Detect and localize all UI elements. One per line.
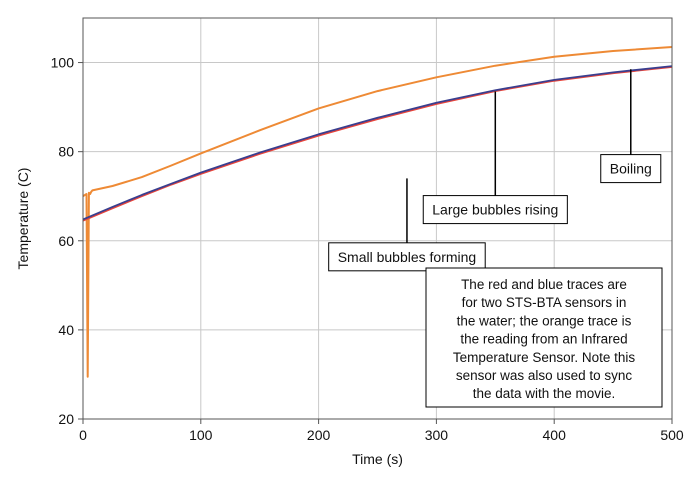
series-line-orange (82, 46, 673, 378)
annotation-large: Large bubbles rising (422, 91, 568, 225)
x-tick-label: 100 (189, 427, 213, 443)
y-tick-label: 40 (58, 322, 74, 338)
annotation-box (600, 154, 662, 184)
series-line-blue (82, 65, 673, 221)
annotation-label: Small bubbles forming (338, 249, 477, 265)
annotation-box (328, 242, 486, 272)
y-tick-label: 20 (58, 411, 74, 427)
y-tick-label: 60 (58, 233, 74, 249)
annotation-boiling: Boiling (600, 69, 662, 184)
note-line: Temperature Sensor. Note this (453, 350, 636, 365)
x-tick-label: 400 (543, 427, 567, 443)
note-line: the water; the orange trace is (457, 313, 632, 328)
y-axis-title: Temperature (C) (15, 168, 31, 270)
note-box: The red and blue traces are for two STS-B… (425, 267, 663, 408)
series-layer (82, 46, 673, 378)
x-tick-label: 0 (79, 427, 87, 443)
note-line: the reading from an Infrared (460, 332, 627, 347)
annotation-small: Small bubbles forming (328, 178, 486, 272)
y-tick-label: 80 (58, 144, 74, 160)
axis-ticks: 0 100 200 300 400 500 20 40 60 80 100 (51, 55, 684, 443)
annotation-label: Large bubbles rising (432, 202, 558, 218)
note-line: sensor was also used to sync (456, 368, 633, 383)
note-line: the data with the movie. (473, 386, 616, 401)
note-line: for two STS-BTA sensors in (462, 295, 627, 310)
x-tick-label: 300 (425, 427, 449, 443)
annotation-box (422, 195, 568, 225)
x-axis-title: Time (s) (352, 451, 403, 467)
x-tick-label: 500 (660, 427, 684, 443)
plot-frame (82, 17, 673, 420)
x-tick-label: 200 (307, 427, 331, 443)
y-tick-label: 100 (51, 55, 75, 71)
annotation-label: Boiling (610, 161, 652, 177)
note-frame (425, 267, 663, 408)
note-line: The red and blue traces are (461, 277, 627, 292)
series-line-red (82, 66, 673, 222)
annotations: Small bubbles forming Large bubbles risin… (328, 69, 662, 272)
